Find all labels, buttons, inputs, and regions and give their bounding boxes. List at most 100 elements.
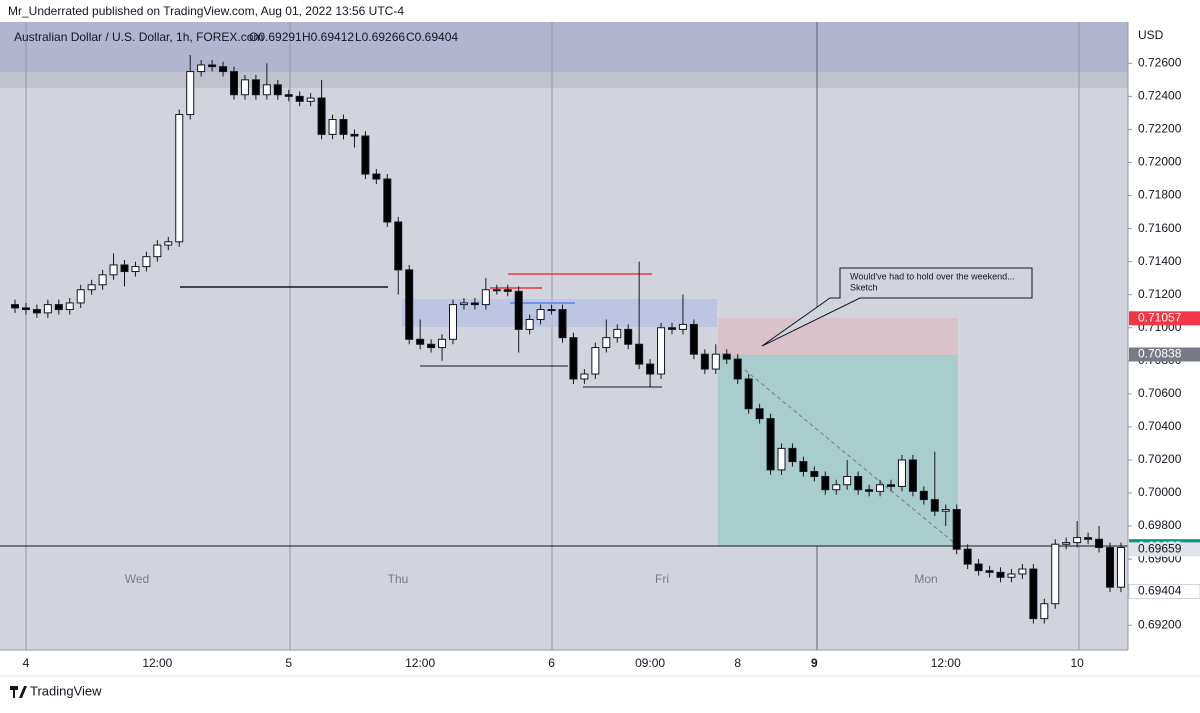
candle-body: [197, 64, 206, 73]
publisher: Mr_Underrated published on TradingView.c…: [8, 4, 404, 18]
candle-body: [1018, 568, 1027, 575]
candle-body: [54, 304, 63, 311]
annotation: Sketch: [850, 282, 878, 292]
y-tick-label: 0.71600: [1138, 221, 1182, 235]
candle-body: [32, 309, 41, 314]
candle-body: [887, 484, 895, 487]
x-tick-label: 4: [23, 656, 30, 670]
ohlc-low: L0.69266: [355, 30, 405, 44]
candle-body: [547, 309, 556, 312]
candle-body: [284, 94, 293, 97]
target-zone: [718, 355, 958, 546]
candle-body: [1062, 542, 1071, 545]
candle-body: [777, 447, 786, 471]
candle-body: [230, 71, 238, 96]
candle-body: [383, 178, 392, 223]
logo: [10, 686, 27, 698]
price-label: 0.70838: [1138, 347, 1182, 361]
price-label-box: [1129, 542, 1200, 557]
candle-body: [372, 173, 381, 180]
y-tick-label: 0.72000: [1138, 155, 1182, 169]
candle-body: [394, 221, 403, 271]
candle-body: [1040, 603, 1049, 620]
candle-body: [668, 327, 676, 330]
price-label: 0.71057: [1138, 310, 1182, 324]
weekday: Mon: [914, 572, 937, 586]
y-tick-label: 0.70600: [1138, 386, 1182, 400]
weekday: Fri: [655, 572, 669, 586]
y-tick-label: 0.71200: [1138, 287, 1182, 301]
candle-body: [186, 71, 195, 116]
candles: [11, 55, 1125, 624]
candle-body: [1007, 573, 1016, 578]
candle-body: [602, 337, 611, 349]
weekday: Thu: [388, 572, 409, 586]
candle-body: [262, 84, 271, 96]
y-tick-label: 0.72600: [1138, 55, 1182, 69]
x-tick-label: 6: [548, 656, 555, 670]
candle-body: [120, 264, 129, 273]
candle-body: [350, 133, 359, 137]
candle-body: [416, 338, 425, 345]
candle-body: [175, 114, 184, 243]
candle-body: [251, 79, 260, 96]
candle-body: [876, 484, 885, 492]
y-tick-label: 0.70200: [1138, 452, 1182, 466]
weekday: Wed: [125, 572, 149, 586]
candle-body: [427, 343, 436, 349]
x-tick-label: 9: [811, 656, 818, 670]
candle-body: [689, 323, 698, 355]
candle-body: [952, 509, 961, 550]
x-tick-label: 12:00: [405, 656, 435, 670]
price-label-box: [1129, 311, 1200, 326]
axes: 0.692000.694000.696000.698000.700000.702…: [23, 55, 1200, 670]
footer-brand: TradingView: [30, 683, 102, 698]
price-label: 0.69659: [1138, 542, 1182, 556]
candle-body: [1051, 543, 1060, 605]
candle-body: [1106, 547, 1114, 588]
candle-body: [941, 509, 950, 512]
candle-body: [98, 274, 107, 286]
candle-body: [438, 338, 447, 349]
candle-body: [843, 475, 852, 486]
candle-body: [1095, 538, 1104, 549]
y-tick-label: 0.71400: [1138, 254, 1182, 268]
candle-body: [711, 353, 720, 370]
price-label-box: [1129, 347, 1200, 362]
candle-body: [109, 264, 118, 276]
zone-top: [0, 22, 1128, 72]
candle-body: [131, 266, 140, 273]
candle-body: [11, 304, 19, 309]
candle-body: [339, 119, 348, 135]
candle-body: [76, 289, 85, 304]
candle-body: [1116, 547, 1125, 588]
candle-body: [788, 447, 797, 463]
currency: USD: [1138, 28, 1164, 42]
y-tick-label: 0.69800: [1138, 518, 1182, 532]
candle-body: [996, 571, 1005, 578]
candle-body: [525, 318, 534, 330]
candle-body: [164, 241, 173, 246]
candle-body: [240, 79, 249, 96]
candle-body: [908, 459, 917, 492]
ohlc-close: C0.69404: [406, 30, 458, 44]
candle-body: [470, 302, 479, 306]
candle-body: [832, 484, 841, 491]
price-label: 0.69404: [1138, 584, 1182, 598]
candle-body: [405, 269, 414, 340]
candle-body: [733, 358, 742, 380]
candle-body: [646, 363, 655, 375]
candle-body: [1029, 568, 1038, 620]
candle-body: [273, 84, 282, 96]
y-tick-label: 0.70000: [1138, 485, 1182, 499]
candle-body: [1084, 537, 1093, 540]
candle-body: [591, 347, 600, 375]
x-tick-label: 5: [285, 656, 292, 670]
candle-body: [580, 373, 589, 380]
candle-body: [208, 64, 217, 68]
candle-body: [142, 256, 151, 268]
annotation: Would've had to hold over the weekend...: [850, 271, 1015, 281]
y-tick-label: 0.70400: [1138, 419, 1182, 433]
